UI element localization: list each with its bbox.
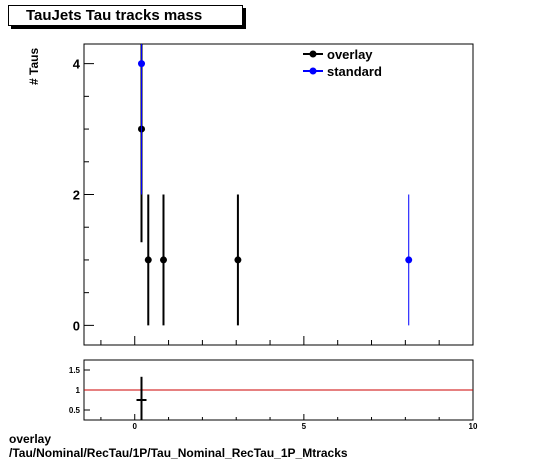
data-point — [234, 194, 242, 326]
legend-label: standard — [327, 64, 382, 79]
chart-title: TauJets Tau tracks mass — [26, 7, 203, 24]
legend-marker — [309, 50, 317, 58]
marker — [144, 256, 152, 264]
marker — [234, 256, 242, 264]
data-point — [159, 194, 167, 326]
data-point — [144, 194, 152, 326]
ratio-point — [136, 376, 147, 420]
legend: overlay standard — [303, 47, 382, 79]
y-tick-label: 2 — [73, 188, 80, 203]
series-overlay — [138, 44, 242, 326]
ratio-y-tick-label: 0.5 — [69, 406, 81, 415]
marker — [159, 256, 167, 264]
chart-title-box: TauJets Tau tracks mass — [8, 5, 243, 26]
ratio-y-tick-label: 1 — [76, 386, 81, 395]
legend-marker — [309, 67, 317, 75]
footer-line-1: overlay — [9, 432, 52, 446]
ratio-y-tick-label: 1.5 — [69, 366, 81, 375]
data-point — [405, 194, 413, 326]
y-tick-label: 0 — [73, 318, 80, 333]
footer-line-2: /Tau/Nominal/RecTau/1P/Tau_Nominal_RecTa… — [9, 446, 348, 460]
data-point — [138, 44, 146, 195]
series-standard — [138, 44, 413, 326]
legend-label: overlay — [327, 47, 373, 62]
marker — [138, 60, 146, 68]
y-tick-label: 4 — [73, 57, 81, 72]
ratio-x-tick-label: 0 — [133, 422, 138, 431]
marker — [405, 256, 413, 264]
ratio-x-tick-label: 10 — [469, 422, 478, 431]
ratio-x-tick-label: 5 — [302, 422, 307, 431]
